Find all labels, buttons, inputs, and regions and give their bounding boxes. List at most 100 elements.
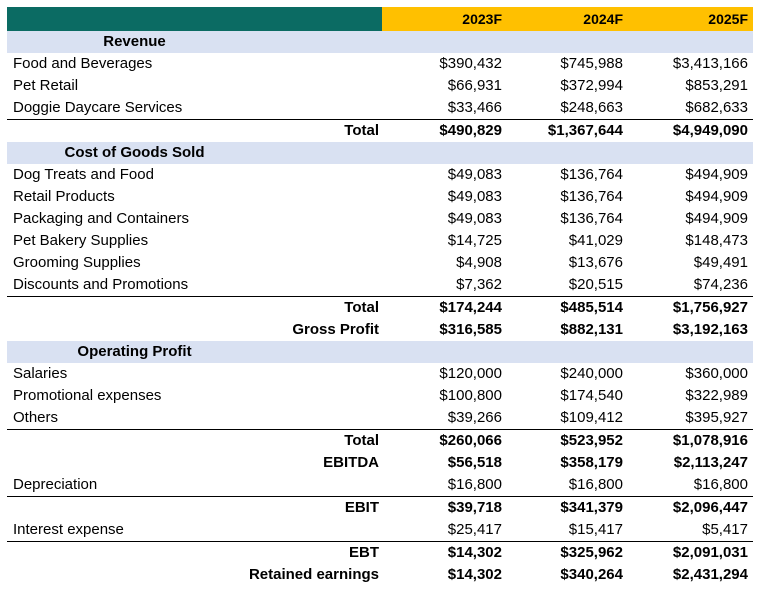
cell-2025f: $1,078,916 [672, 432, 748, 449]
row-revenue-total: Total $490,829 $1,367,644 $4,949,090 [7, 119, 753, 142]
header-2024f: 2024F [507, 7, 628, 31]
row-packaging: Packaging and Containers $49,083 $136,76… [7, 208, 753, 230]
row-grooming: Grooming Supplies $4,908 $13,676 $49,491 [7, 252, 753, 274]
cell-2023f: $490,829 [439, 122, 502, 139]
row-label: Retail Products [13, 188, 115, 205]
cell-2025f: $2,091,031 [672, 544, 748, 561]
cell-2024f: $372,994 [560, 77, 623, 94]
row-pet-retail: Pet Retail $66,931 $372,994 $853,291 [7, 75, 753, 97]
cell-2023f: $100,800 [439, 387, 502, 404]
row-cogs-total: Total $174,244 $485,514 $1,756,927 [7, 296, 753, 319]
row-label: Total [344, 432, 379, 449]
row-label: Depreciation [13, 476, 98, 493]
cell-2025f: $1,756,927 [672, 299, 748, 316]
row-label: Pet Bakery Supplies [13, 232, 149, 249]
row-pet-bakery: Pet Bakery Supplies $14,725 $41,029 $148… [7, 230, 753, 252]
cell-2025f: $49,491 [693, 254, 748, 271]
cell-2025f: $853,291 [685, 77, 748, 94]
row-others: Others $39,266 $109,412 $395,927 [7, 407, 753, 429]
row-label: Gross Profit [292, 321, 379, 338]
cell-2023f: $260,066 [439, 432, 502, 449]
row-depreciation: Depreciation $16,800 $16,800 $16,800 [7, 474, 753, 496]
row-label: Packaging and Containers [13, 210, 189, 227]
row-label: Total [344, 122, 379, 139]
header-2025f: 2025F [628, 7, 753, 31]
cell-2024f: $20,515 [568, 276, 623, 293]
row-label: Doggie Daycare Services [13, 99, 183, 116]
cell-2023f: $4,908 [456, 254, 502, 271]
row-ebt: EBT $14,302 $325,962 $2,091,031 [7, 541, 753, 564]
cell-2024f: $341,379 [560, 499, 623, 516]
row-label: Retained earnings [248, 566, 379, 583]
cell-2023f: $7,362 [456, 276, 502, 293]
cell-2025f: $395,927 [685, 409, 748, 426]
row-label: EBIT [344, 499, 379, 516]
row-label: Dog Treats and Food [13, 166, 154, 183]
cell-2024f: $358,179 [560, 454, 623, 471]
cell-2023f: $14,302 [447, 544, 502, 561]
cell-2023f: $390,432 [439, 55, 502, 72]
cell-2023f: $49,083 [447, 166, 502, 183]
cell-2023f: $14,725 [447, 232, 502, 249]
cell-2023f: $49,083 [447, 210, 502, 227]
cell-2023f: $14,302 [447, 566, 502, 583]
row-label: Discounts and Promotions [13, 276, 189, 293]
row-retail-products: Retail Products $49,083 $136,764 $494,90… [7, 186, 753, 208]
section-title: Revenue [7, 31, 382, 53]
cell-2025f: $2,096,447 [672, 499, 748, 516]
cell-2024f: $523,952 [560, 432, 623, 449]
row-opex-total: Total $260,066 $523,952 $1,078,916 [7, 429, 753, 452]
row-ebit: EBIT $39,718 $341,379 $2,096,447 [7, 496, 753, 519]
row-label: EBITDA [323, 454, 379, 471]
header-corner-cell [7, 7, 382, 31]
cell-2024f: $136,764 [560, 210, 623, 227]
cell-2025f: $360,000 [685, 365, 748, 382]
cell-2024f: $16,800 [568, 476, 623, 493]
cell-2023f: $39,266 [447, 409, 502, 426]
cell-2024f: $109,412 [560, 409, 623, 426]
cell-2024f: $15,417 [568, 521, 623, 538]
row-label: Salaries [13, 365, 68, 382]
cell-2023f: $56,518 [447, 454, 502, 471]
cell-2025f: $16,800 [693, 476, 748, 493]
row-interest-expense: Interest expense $25,417 $15,417 $5,417 [7, 519, 753, 541]
cell-2024f: $41,029 [568, 232, 623, 249]
row-label: Promotional expenses [13, 387, 162, 404]
cell-2024f: $240,000 [560, 365, 623, 382]
header-2023f: 2023F [382, 7, 507, 31]
cell-2023f: $66,931 [447, 77, 502, 94]
cell-2025f: $322,989 [685, 387, 748, 404]
row-promotional-expenses: Promotional expenses $100,800 $174,540 $… [7, 385, 753, 407]
cell-2024f: $136,764 [560, 188, 623, 205]
income-statement-table: 2023F 2024F 2025F Revenue Food and Bever… [7, 7, 753, 586]
row-label: Pet Retail [13, 77, 79, 94]
cell-2024f: $136,764 [560, 166, 623, 183]
row-label: Interest expense [13, 521, 124, 538]
row-dog-treats: Dog Treats and Food $49,083 $136,764 $49… [7, 164, 753, 186]
row-label: Food and Beverages [13, 55, 153, 72]
cell-2025f: $2,431,294 [672, 566, 748, 583]
row-salaries: Salaries $120,000 $240,000 $360,000 [7, 363, 753, 385]
section-title: Cost of Goods Sold [7, 142, 382, 164]
row-label: Others [13, 409, 59, 426]
cell-2024f: $882,131 [560, 321, 623, 338]
cell-2023f: $25,417 [447, 521, 502, 538]
cell-2025f: $4,949,090 [672, 122, 748, 139]
cell-2024f: $13,676 [568, 254, 623, 271]
cell-2023f: $39,718 [447, 499, 502, 516]
cell-2024f: $745,988 [560, 55, 623, 72]
cell-2023f: $16,800 [447, 476, 502, 493]
row-gross-profit: Gross Profit $316,585 $882,131 $3,192,16… [7, 319, 753, 341]
row-ebitda: EBITDA $56,518 $358,179 $2,113,247 [7, 452, 753, 474]
cell-2025f: $682,633 [685, 99, 748, 116]
row-label: Total [344, 299, 379, 316]
row-label: Grooming Supplies [13, 254, 141, 271]
header-row: 2023F 2024F 2025F [7, 7, 753, 31]
section-cogs: Cost of Goods Sold [7, 142, 753, 164]
cell-2023f: $120,000 [439, 365, 502, 382]
cell-2024f: $340,264 [560, 566, 623, 583]
section-operating-profit: Operating Profit [7, 341, 753, 363]
cell-2023f: $49,083 [447, 188, 502, 205]
cell-2024f: $485,514 [560, 299, 623, 316]
row-doggie-daycare: Doggie Daycare Services $33,466 $248,663… [7, 97, 753, 119]
